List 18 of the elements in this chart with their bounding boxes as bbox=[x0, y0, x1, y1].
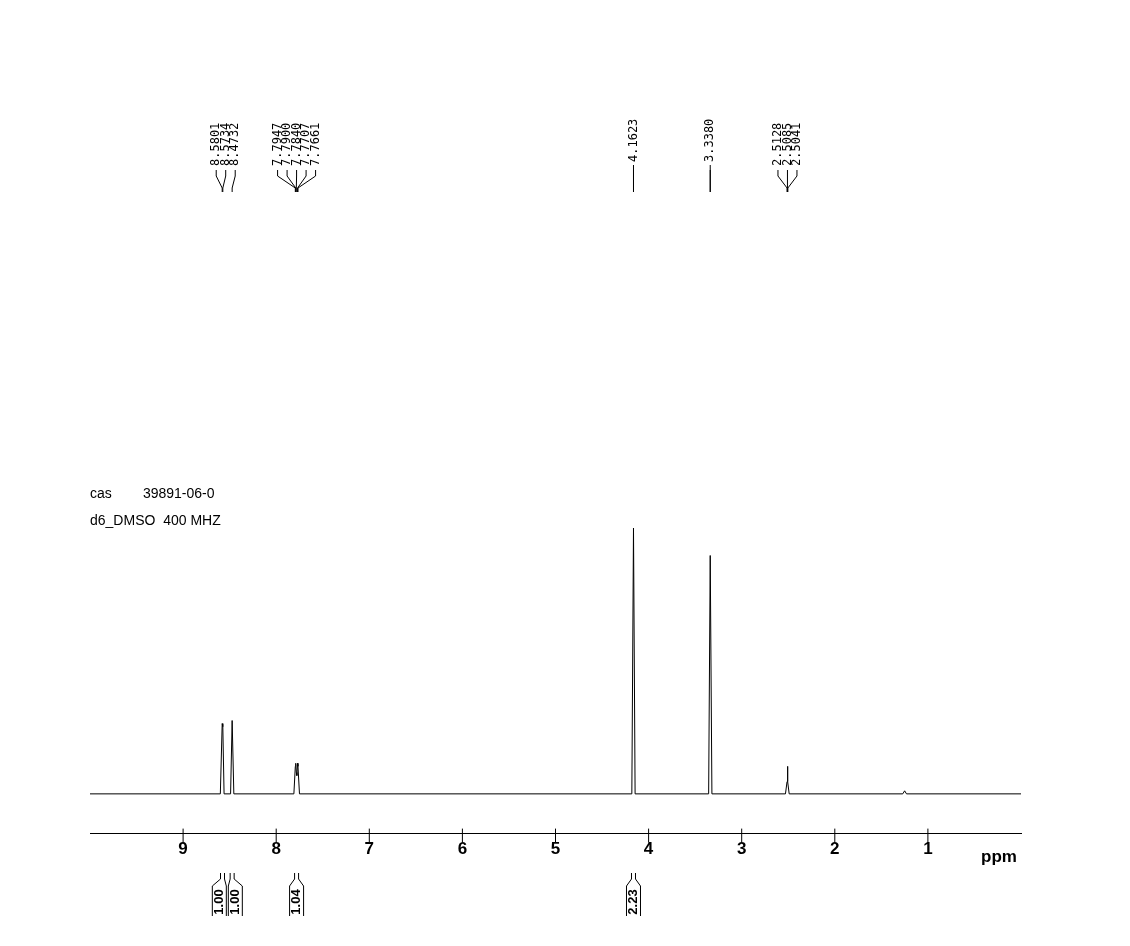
text: 4.1623 bbox=[625, 118, 640, 162]
x-tick-label: 7 bbox=[364, 839, 375, 859]
x-tick-label: 9 bbox=[178, 839, 188, 859]
x-tick-label: 3 bbox=[736, 839, 747, 859]
text: 1.00 bbox=[210, 889, 226, 915]
text: d6_DMSO 400 MHZ bbox=[90, 511, 222, 528]
x-tick-label: 4 bbox=[643, 839, 654, 859]
x-tick-label: 5 bbox=[550, 839, 561, 859]
x-tick-label: 2 bbox=[830, 839, 840, 859]
x-tick-label: 6 bbox=[457, 839, 468, 859]
x-tick-label: 8 bbox=[271, 839, 281, 859]
x-axis-title: ppm bbox=[981, 846, 1017, 866]
x-tick-label: 1 bbox=[923, 839, 933, 859]
text: cas 39891-06-0 bbox=[90, 484, 215, 501]
text: 1.00 bbox=[226, 889, 242, 915]
text: 3.3380 bbox=[702, 118, 717, 162]
text: 2.23 bbox=[625, 889, 641, 915]
text: 1.04 bbox=[288, 888, 304, 915]
